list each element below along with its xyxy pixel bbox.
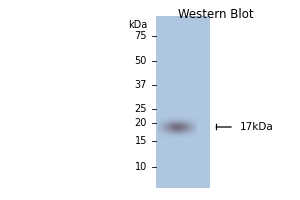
Text: 37: 37 bbox=[135, 80, 147, 90]
Text: kDa: kDa bbox=[128, 20, 147, 30]
FancyBboxPatch shape bbox=[156, 16, 210, 188]
Text: 50: 50 bbox=[135, 56, 147, 66]
Text: 10: 10 bbox=[135, 162, 147, 172]
Text: 17kDa: 17kDa bbox=[240, 122, 274, 132]
Text: 20: 20 bbox=[135, 118, 147, 128]
Text: Western Blot: Western Blot bbox=[178, 8, 254, 21]
Text: 15: 15 bbox=[135, 136, 147, 146]
Text: 25: 25 bbox=[134, 104, 147, 114]
Text: 75: 75 bbox=[134, 31, 147, 41]
